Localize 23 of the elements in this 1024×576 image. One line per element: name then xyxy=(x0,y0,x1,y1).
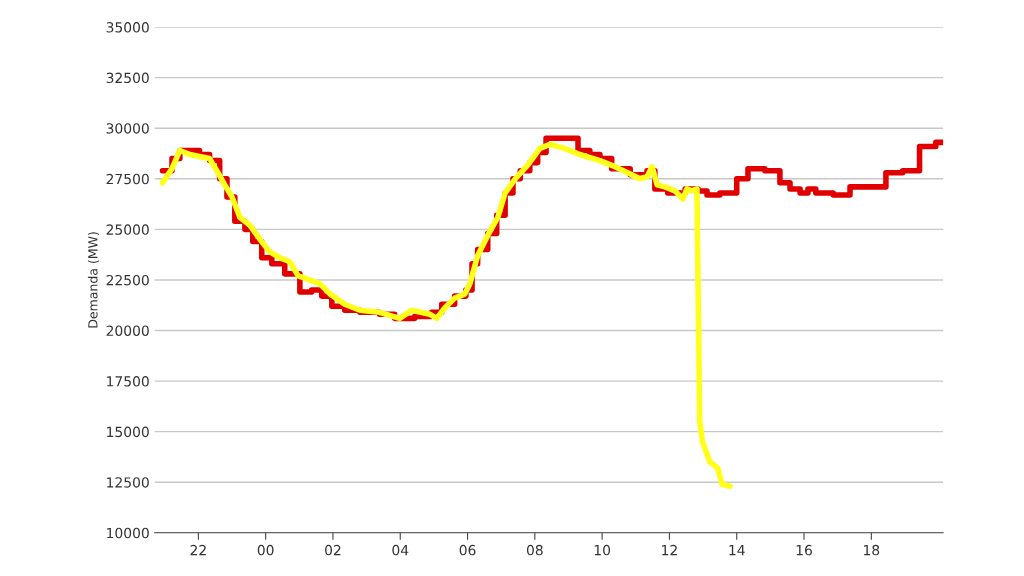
x-tick-label: 04 xyxy=(392,544,409,556)
x-tick-label: 10 xyxy=(594,544,611,556)
x-tick-label: 08 xyxy=(526,544,543,556)
x-tick-label: 06 xyxy=(459,544,476,556)
y-tick-label: 27500 xyxy=(106,173,149,185)
x-tick-label: 00 xyxy=(257,544,274,556)
y-tick-label: 12500 xyxy=(107,477,149,488)
y-tick-label: 32500 xyxy=(106,72,149,84)
y-tick-label: 20000 xyxy=(106,325,149,336)
y-tick-label: 30000 xyxy=(106,123,149,134)
x-tick-label: 12 xyxy=(662,544,677,556)
y-axis-title: Demanda (MW) xyxy=(87,232,100,328)
y-tick-label: 10000 xyxy=(107,527,149,539)
y-tick-label: 22500 xyxy=(106,274,149,286)
y-tick-label: 15000 xyxy=(107,426,149,438)
y-tick-label: 25000 xyxy=(106,224,149,235)
x-tick-label: 14 xyxy=(729,545,745,556)
x-tick-label: 18 xyxy=(864,544,880,556)
y-tick-label: 17500 xyxy=(107,376,149,387)
y-tick-label: 35000 xyxy=(106,22,149,33)
x-tick-label: 22 xyxy=(190,544,206,556)
x-tick-label: 02 xyxy=(325,544,341,556)
x-tick-label: 16 xyxy=(796,544,812,556)
